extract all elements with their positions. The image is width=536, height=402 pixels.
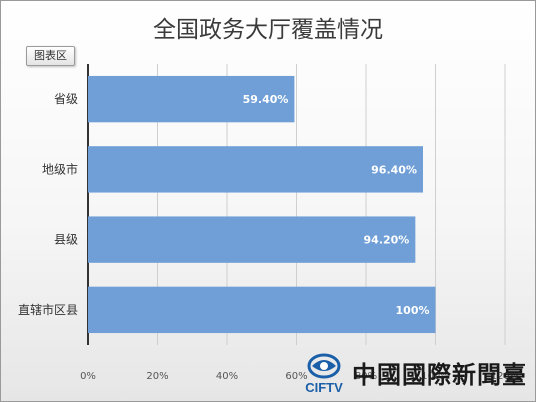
- bar: [88, 286, 436, 334]
- x-tick-label: 40%: [216, 371, 238, 382]
- category-label: 省级: [54, 92, 78, 106]
- x-tick-label: 120%: [491, 371, 520, 382]
- x-tick-label: 100%: [421, 371, 450, 382]
- category-label: 直辖市区县: [18, 302, 78, 317]
- x-tick-label: 0%: [80, 371, 96, 382]
- bar: [88, 216, 416, 263]
- chart-title: 全国政务大厅覆盖情况: [153, 17, 383, 43]
- x-tick-label: 60%: [285, 371, 307, 382]
- data-label: 59.40%: [243, 93, 289, 106]
- category-label: 地级市: [42, 161, 78, 176]
- bar: [88, 75, 295, 123]
- chart-area-badge[interactable]: 图表区: [26, 46, 75, 66]
- watermark-logo: CIFTV 中國國際新聞臺: [296, 350, 536, 400]
- x-tick-label: 20%: [146, 371, 168, 382]
- data-label: 94.20%: [364, 234, 410, 247]
- category-label: 县级: [54, 233, 78, 247]
- x-tick-label: 80%: [355, 371, 377, 382]
- bar: [88, 146, 423, 193]
- data-label: 96.40%: [371, 163, 417, 176]
- cifctv-emblem-icon: CIFTV: [305, 353, 343, 395]
- logo-name: 中國國際新聞臺: [352, 361, 527, 389]
- logo-emblem-text: CIFTV: [305, 380, 343, 395]
- data-label: 100%: [396, 304, 430, 317]
